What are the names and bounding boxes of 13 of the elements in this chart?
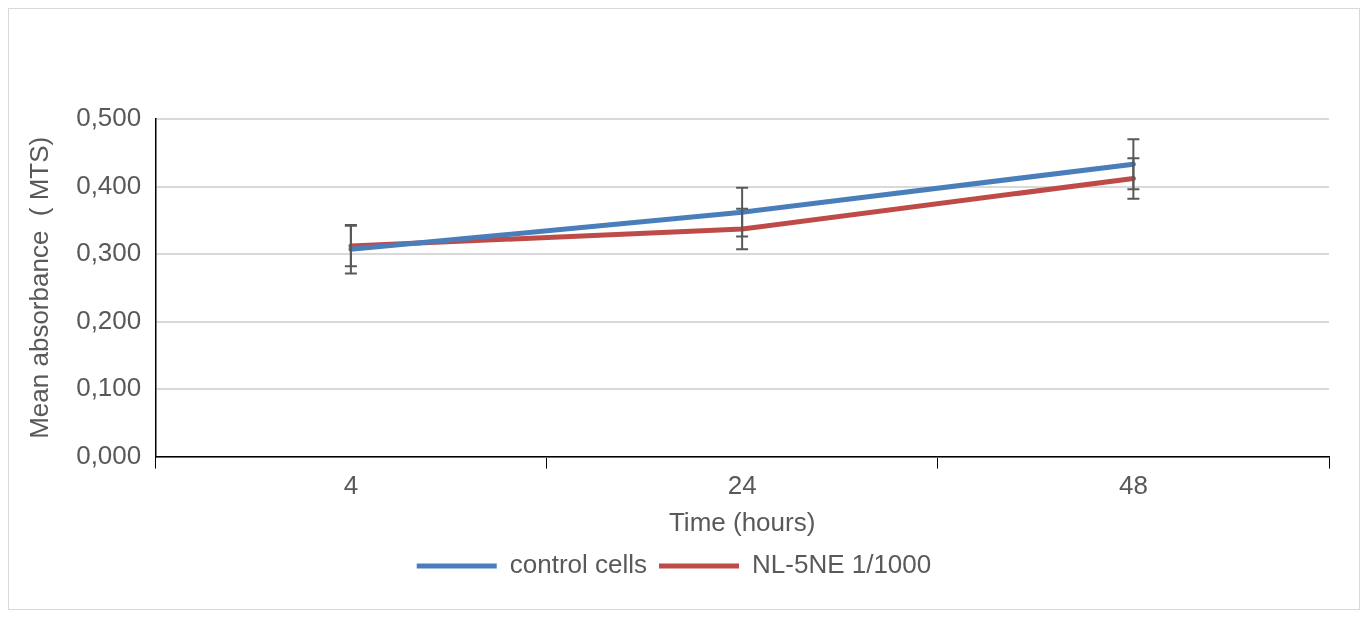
y-axis-title: Mean absorbance ( MTS): [23, 136, 54, 439]
x-axis-title: Time (hours): [668, 506, 816, 537]
x-tick-label: 48: [1118, 470, 1148, 501]
y-tick-label: 0,200: [76, 304, 142, 335]
y-tick-label: 0,500: [76, 102, 142, 133]
x-tick-label: 4: [343, 470, 359, 501]
legend-label: NL-5NE 1/1000: [752, 549, 932, 580]
x-tick-label: 24: [727, 470, 757, 501]
y-tick-label: 0,100: [76, 372, 142, 403]
y-tick-label: 0,300: [76, 237, 142, 268]
y-tick-label: 0,400: [76, 169, 142, 200]
legend-label: control cells: [509, 549, 648, 580]
y-tick-label: 0,000: [76, 439, 142, 470]
